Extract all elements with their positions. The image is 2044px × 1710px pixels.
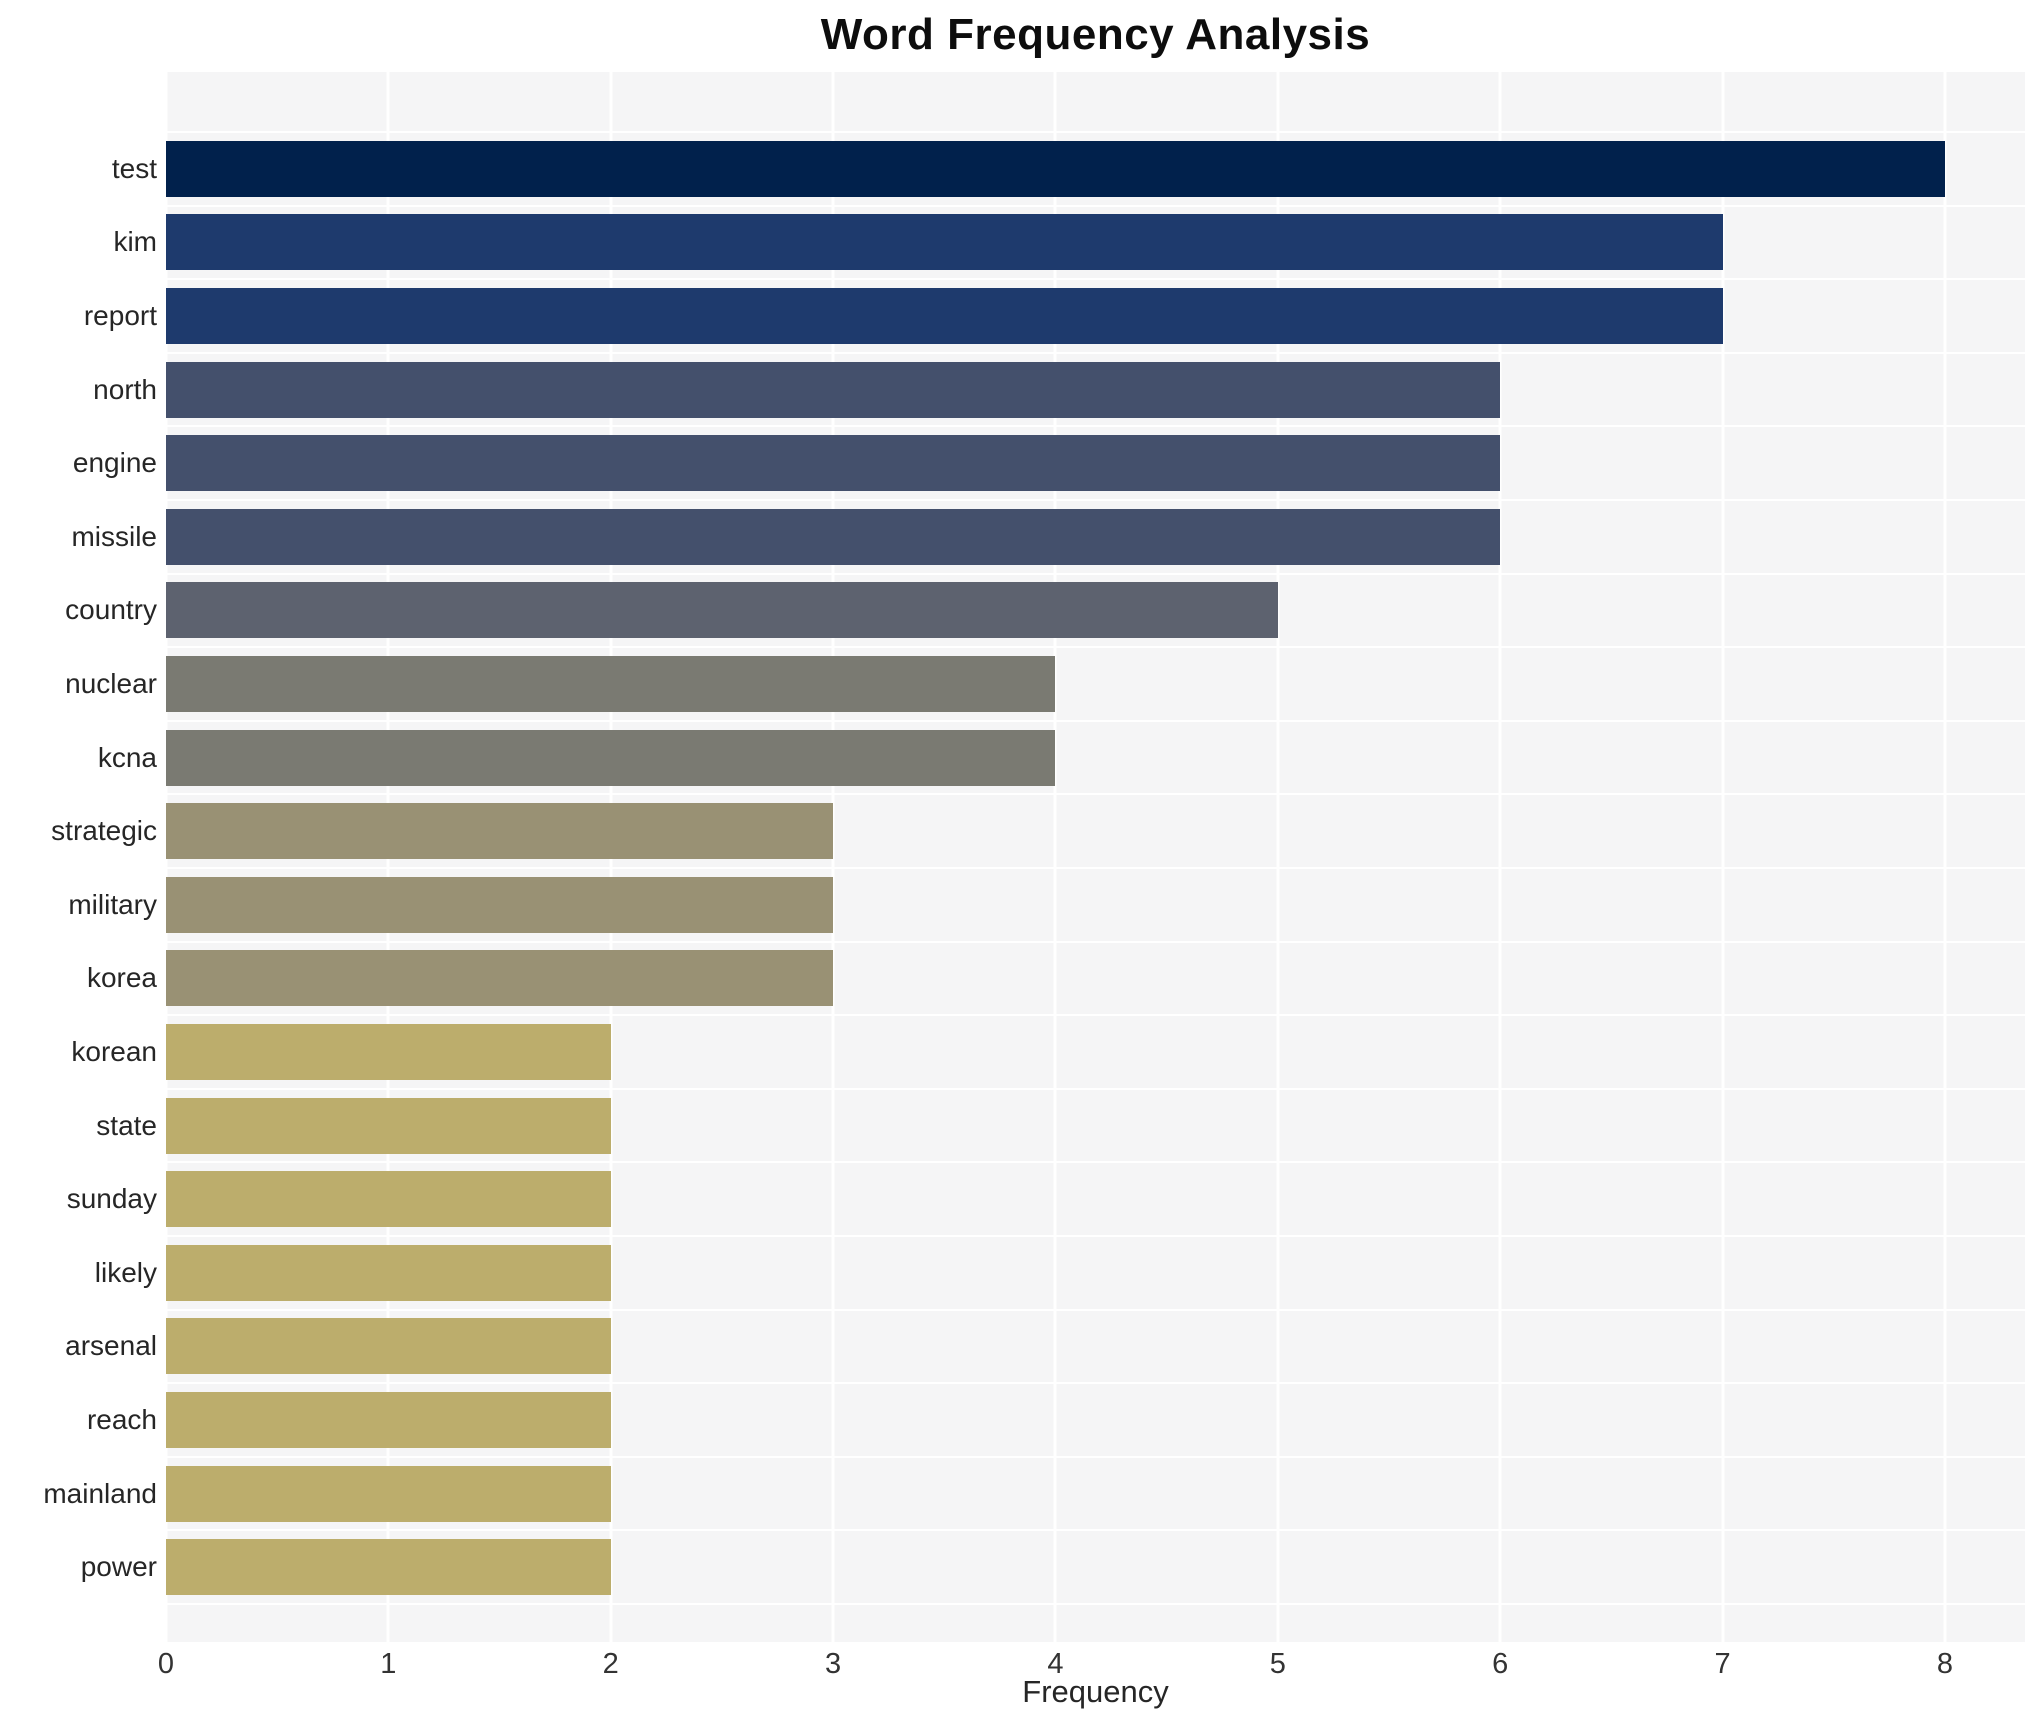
category-label-mainland: mainland: [43, 1477, 157, 1509]
category-label-engine: engine: [72, 447, 157, 479]
bar-kim: [166, 214, 1723, 271]
x-tick-label-3: 3: [825, 1648, 842, 1680]
gridline-horizontal: [166, 719, 2025, 722]
category-label-korean: korean: [71, 1035, 157, 1067]
bar-north: [166, 361, 1501, 418]
bar-nuclear: [166, 656, 1056, 712]
category-label-missile: missile: [71, 520, 157, 552]
gridline-horizontal: [166, 1529, 2025, 1532]
x-axis-label: Frequency: [1022, 1674, 1169, 1709]
bar-korea: [166, 950, 834, 1007]
bar-likely: [166, 1244, 611, 1301]
gridline-horizontal: [166, 646, 2025, 649]
gridline-horizontal: [166, 793, 2025, 796]
x-tick-label-1: 1: [380, 1648, 397, 1680]
category-label-strategic: strategic: [51, 815, 157, 847]
category-label-north: north: [93, 373, 157, 405]
category-label-state: state: [96, 1109, 157, 1141]
bar-military: [166, 876, 834, 933]
bar-country: [166, 582, 1278, 639]
bar-reach: [166, 1392, 611, 1448]
category-label-country: country: [65, 594, 157, 626]
gridline-horizontal: [166, 425, 2025, 428]
gridline-horizontal: [166, 940, 2025, 943]
gridline-vertical-5: [1276, 72, 1280, 1642]
gridline-horizontal: [166, 1161, 2025, 1164]
x-tick-label-7: 7: [1714, 1648, 1731, 1680]
category-label-kim: kim: [113, 226, 157, 258]
gridline-horizontal: [166, 1014, 2025, 1017]
x-tick-label-2: 2: [602, 1648, 619, 1680]
bar-test: [166, 140, 1945, 197]
bar-korean: [166, 1024, 611, 1080]
gridline-vertical-4: [1053, 72, 1057, 1642]
gridline-horizontal: [166, 351, 2025, 354]
gridline-horizontal: [166, 1455, 2025, 1458]
x-tick-label-5: 5: [1269, 1648, 1286, 1680]
bar-strategic: [166, 803, 834, 860]
category-label-kcna: kcna: [97, 741, 157, 773]
bar-state: [166, 1097, 611, 1154]
x-tick-label-6: 6: [1492, 1648, 1509, 1680]
bar-report: [166, 288, 1723, 344]
gridline-horizontal: [166, 278, 2025, 281]
category-label-arsenal: arsenal: [65, 1330, 157, 1362]
bar-kcna: [166, 729, 1056, 786]
gridline-horizontal: [166, 1087, 2025, 1090]
x-tick-label-8: 8: [1936, 1648, 1953, 1680]
bar-mainland: [166, 1465, 611, 1522]
category-label-test: test: [111, 152, 157, 184]
category-label-military: military: [68, 888, 157, 920]
bar-power: [166, 1539, 611, 1596]
gridline-horizontal: [166, 1308, 2025, 1311]
category-label-report: report: [83, 299, 157, 331]
gridline-vertical-8: [1943, 72, 1947, 1642]
gridline-horizontal: [166, 1603, 2025, 1605]
bar-missile: [166, 508, 1501, 565]
x-tick-label-4: 4: [1047, 1648, 1064, 1680]
plot-area: [164, 72, 2025, 1642]
gridline-horizontal: [166, 131, 2025, 133]
gridline-vertical-6: [1498, 72, 1502, 1642]
gridline-horizontal: [166, 1382, 2025, 1385]
category-label-korea: korea: [86, 962, 157, 994]
chart-title: Word Frequency Analysis: [820, 10, 1371, 59]
category-label-reach: reach: [86, 1403, 157, 1435]
category-label-power: power: [80, 1551, 157, 1583]
gridline-horizontal: [166, 1235, 2025, 1237]
gridline-vertical-7: [1721, 72, 1725, 1642]
bar-sunday: [166, 1171, 611, 1228]
gridline-horizontal: [166, 572, 2025, 575]
bar-arsenal: [166, 1318, 611, 1375]
category-label-likely: likely: [94, 1256, 157, 1288]
category-label-sunday: sunday: [66, 1183, 157, 1215]
gridline-horizontal: [166, 499, 2025, 501]
category-label-nuclear: nuclear: [65, 667, 157, 699]
gridline-horizontal: [166, 204, 2025, 207]
x-tick-label-0: 0: [157, 1648, 175, 1680]
gridline-horizontal: [166, 867, 2025, 869]
gridline-vertical-3: [831, 72, 835, 1642]
bar-engine: [166, 435, 1501, 492]
